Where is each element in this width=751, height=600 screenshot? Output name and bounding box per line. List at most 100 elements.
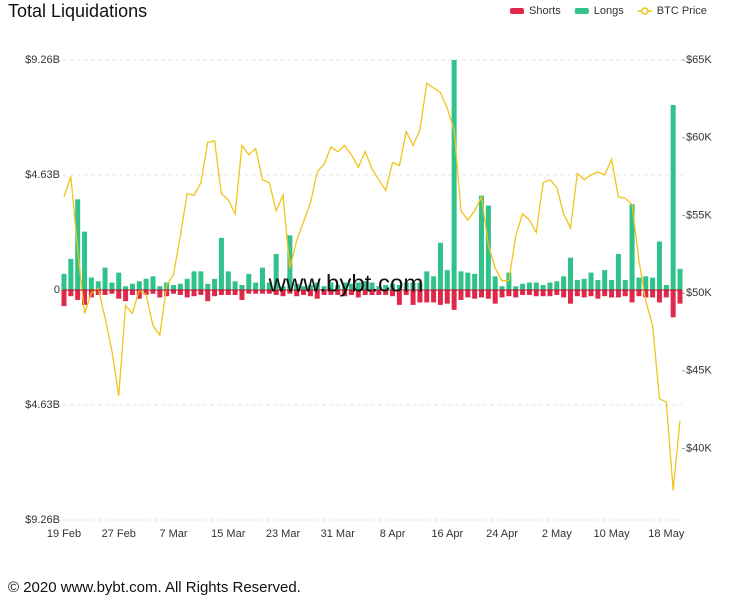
legend-label: Shorts <box>529 5 561 17</box>
bar <box>95 281 101 290</box>
bar <box>417 290 423 303</box>
y2-tick-label: $60K <box>686 132 712 144</box>
bar <box>136 290 142 299</box>
price-line <box>63 82 681 491</box>
bar <box>629 204 635 290</box>
bar <box>75 290 81 300</box>
bar <box>533 290 539 297</box>
bar <box>602 290 608 297</box>
bar <box>225 271 231 290</box>
x-tick-label: 19 Feb <box>47 528 81 540</box>
bar <box>547 282 553 290</box>
bar <box>253 290 259 294</box>
bar <box>581 278 587 290</box>
bar <box>342 282 348 290</box>
legend-swatch <box>641 7 649 15</box>
bar <box>239 290 245 300</box>
bar <box>294 283 300 290</box>
bar <box>259 290 265 294</box>
y-tick-label: $9.26B <box>25 54 60 66</box>
bar <box>314 282 320 290</box>
bar <box>88 277 94 290</box>
bar <box>266 290 272 294</box>
bar <box>451 290 457 310</box>
bar <box>150 276 156 290</box>
x-tick-label: 27 Feb <box>102 528 136 540</box>
bar <box>554 290 560 295</box>
bar <box>526 282 532 290</box>
bar <box>588 290 594 297</box>
bar <box>376 286 382 290</box>
bar <box>533 282 539 290</box>
bar <box>396 290 402 305</box>
bar <box>61 290 67 307</box>
bar <box>95 290 101 295</box>
bar <box>218 290 224 295</box>
bar <box>150 290 156 294</box>
bar <box>636 277 642 290</box>
bar <box>410 290 416 305</box>
bar <box>431 276 437 290</box>
bar <box>437 290 443 305</box>
bar <box>540 285 546 290</box>
x-tick-label: 2 May <box>542 528 572 540</box>
bar <box>383 285 389 290</box>
bar <box>472 290 478 299</box>
bar <box>198 271 204 290</box>
bar <box>259 267 265 290</box>
bar <box>301 290 307 295</box>
bar <box>335 290 341 295</box>
bar <box>561 290 567 298</box>
bar <box>68 258 74 290</box>
legend-label: Longs <box>594 5 624 17</box>
bar <box>191 290 197 297</box>
bar <box>567 290 573 304</box>
x-tick-label: 18 May <box>648 528 685 540</box>
bar <box>191 271 197 290</box>
bar <box>225 290 231 295</box>
bar <box>636 290 642 297</box>
bar <box>205 283 211 290</box>
bar <box>451 60 457 290</box>
bar <box>643 290 649 298</box>
bar <box>301 286 307 290</box>
bar <box>588 272 594 290</box>
bar <box>102 267 108 290</box>
y2-tick-label: $45K <box>686 365 712 377</box>
bar <box>492 276 498 290</box>
bar <box>321 286 327 290</box>
bar <box>424 271 430 290</box>
bar <box>540 290 546 297</box>
bar <box>650 290 656 298</box>
bar <box>273 290 279 295</box>
bar <box>622 290 628 297</box>
bar <box>526 290 532 295</box>
bar <box>239 285 245 290</box>
bar <box>205 290 211 302</box>
bar <box>677 268 683 290</box>
x-tick-label: 7 Mar <box>159 528 187 540</box>
bar <box>143 278 149 290</box>
bar <box>499 290 505 298</box>
x-tick-label: 10 May <box>594 528 631 540</box>
bar <box>383 290 389 295</box>
bar <box>609 290 615 298</box>
chart-title: Total Liquidations <box>8 1 147 21</box>
bar <box>554 281 560 290</box>
bar <box>287 290 293 294</box>
bar <box>232 281 238 290</box>
bar <box>212 290 218 297</box>
bar <box>437 242 443 290</box>
bar <box>82 231 88 290</box>
bar <box>431 290 437 303</box>
bar <box>157 290 163 298</box>
y2-tick-label: $65K <box>686 54 712 66</box>
bar <box>246 290 252 294</box>
bar <box>294 290 300 297</box>
bar <box>472 273 478 290</box>
footer: © 2020 www.bybt.com. All Rights Reserved… <box>8 579 301 596</box>
bar <box>307 285 313 290</box>
bar <box>499 286 505 290</box>
bar <box>547 290 553 297</box>
watermark: www.bybt.com <box>268 270 424 297</box>
